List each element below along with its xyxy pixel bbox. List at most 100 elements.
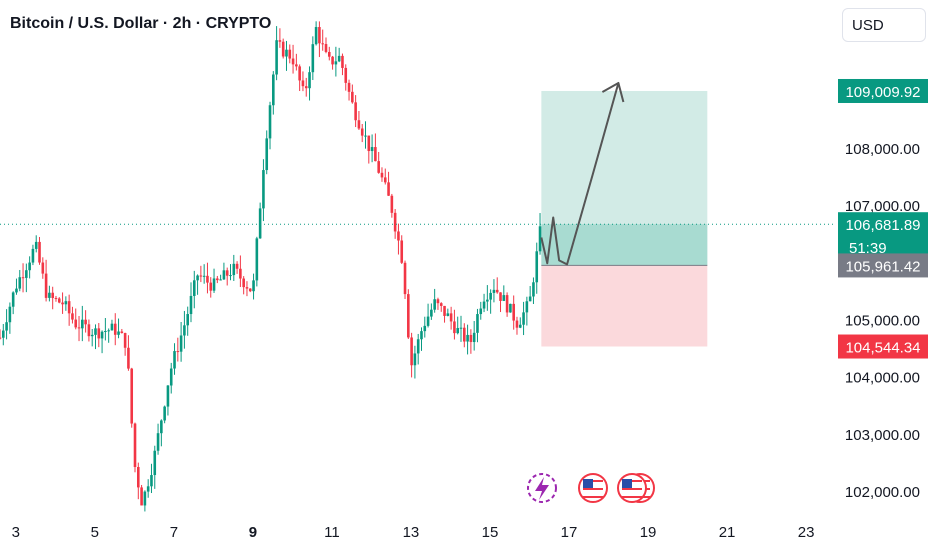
entry-price-badge <box>838 253 928 278</box>
candle-body <box>189 295 193 315</box>
candle-body <box>25 270 28 278</box>
candle-body <box>522 312 525 325</box>
price-tick-label: 104,000.00 <box>845 370 920 387</box>
currency-button[interactable]: USD <box>842 8 926 42</box>
candle-body <box>314 27 318 45</box>
candle-body <box>110 323 114 331</box>
candle-body <box>295 64 298 67</box>
candle-body <box>199 275 203 277</box>
candle-body <box>41 262 45 274</box>
candle-body <box>166 385 170 407</box>
candle-body <box>430 309 433 317</box>
candle-body <box>140 487 143 506</box>
time-tick-label: 9 <box>249 524 257 541</box>
time-tick-label: 11 <box>324 524 340 541</box>
candle-body <box>387 182 390 196</box>
candle-body <box>327 51 331 57</box>
candle-body <box>229 275 232 277</box>
candle-body <box>512 303 515 321</box>
candle-body <box>232 263 236 276</box>
target-price-badge <box>838 78 928 103</box>
candle-body <box>374 147 377 162</box>
candle-body <box>44 273 48 298</box>
candle-body <box>127 347 130 369</box>
candle-body <box>291 58 295 65</box>
entry-price-badge-label: 105,961.42 <box>845 258 920 275</box>
candle-body <box>5 322 8 331</box>
candle-body <box>426 316 430 326</box>
candle-body <box>370 147 374 152</box>
target-price-badge-label: 109,009.92 <box>845 84 920 101</box>
us-flag-event-icon <box>617 473 647 503</box>
position-zones <box>541 90 708 347</box>
candle-body <box>453 321 456 334</box>
candle-body <box>100 331 104 339</box>
time-tick-label: 7 <box>170 524 178 541</box>
candle-body <box>258 208 262 239</box>
candle-body <box>285 49 288 57</box>
candle-body <box>18 277 22 289</box>
candle-body <box>397 231 400 241</box>
candle-body <box>515 320 519 328</box>
candle-body <box>222 270 226 280</box>
arrow-head <box>601 81 625 103</box>
candle-body <box>492 289 496 293</box>
candle-body <box>476 314 479 333</box>
candle-body <box>186 314 189 326</box>
candle-body <box>209 282 213 291</box>
candle-body <box>341 55 344 68</box>
candles <box>0 21 542 512</box>
candle-body <box>334 61 338 65</box>
candle-body <box>11 292 15 307</box>
candle-body <box>169 368 173 386</box>
candle-body <box>123 333 127 348</box>
candle-body <box>446 313 450 316</box>
price-tick-label: 103,000.00 <box>845 427 920 444</box>
candle-body <box>163 406 166 421</box>
candle-body <box>104 330 107 332</box>
event-markers <box>527 473 655 503</box>
candle-body <box>288 49 292 59</box>
candle-body <box>351 91 354 103</box>
time-tick-label: 21 <box>719 524 736 541</box>
candle-body <box>423 325 427 332</box>
candle-body <box>344 67 348 83</box>
price-tick-label: 102,000.00 <box>845 484 920 501</box>
candle-body <box>377 161 380 173</box>
candle-body <box>153 450 157 476</box>
lightning-event-icon <box>527 473 557 503</box>
candle-body <box>90 334 94 337</box>
candle-body <box>225 270 229 276</box>
candle-body <box>469 334 473 343</box>
candle-body <box>502 295 506 301</box>
time-tick-label: 13 <box>403 524 420 541</box>
time-tick-label: 17 <box>561 524 578 541</box>
candle-body <box>67 301 71 314</box>
us-flag-event-icon <box>578 473 608 503</box>
candle-body <box>54 297 58 299</box>
candle-body <box>130 368 134 424</box>
candle-body <box>413 353 417 366</box>
candle-body <box>535 251 539 283</box>
candle-body <box>173 351 176 369</box>
price-tick-label: 107,000.00 <box>845 198 920 215</box>
candle-body <box>354 102 357 121</box>
candle-body <box>120 331 124 334</box>
candle-body <box>278 40 282 42</box>
candle-body <box>97 328 101 339</box>
last-price-badge-label: 106,681.89 <box>845 217 920 234</box>
candle-body <box>318 27 321 44</box>
candle-body <box>206 275 209 283</box>
time-tick-label: 5 <box>91 524 99 541</box>
projection-arrow-group <box>540 81 625 266</box>
candle-body <box>301 80 305 87</box>
candle-body <box>160 420 163 434</box>
candle-body <box>255 238 259 281</box>
target-zone-filled <box>541 224 708 266</box>
candle-body <box>272 74 275 106</box>
candle-body <box>311 44 315 73</box>
candle-body <box>420 331 423 340</box>
candle-body <box>117 331 120 335</box>
candle-body <box>433 299 436 310</box>
